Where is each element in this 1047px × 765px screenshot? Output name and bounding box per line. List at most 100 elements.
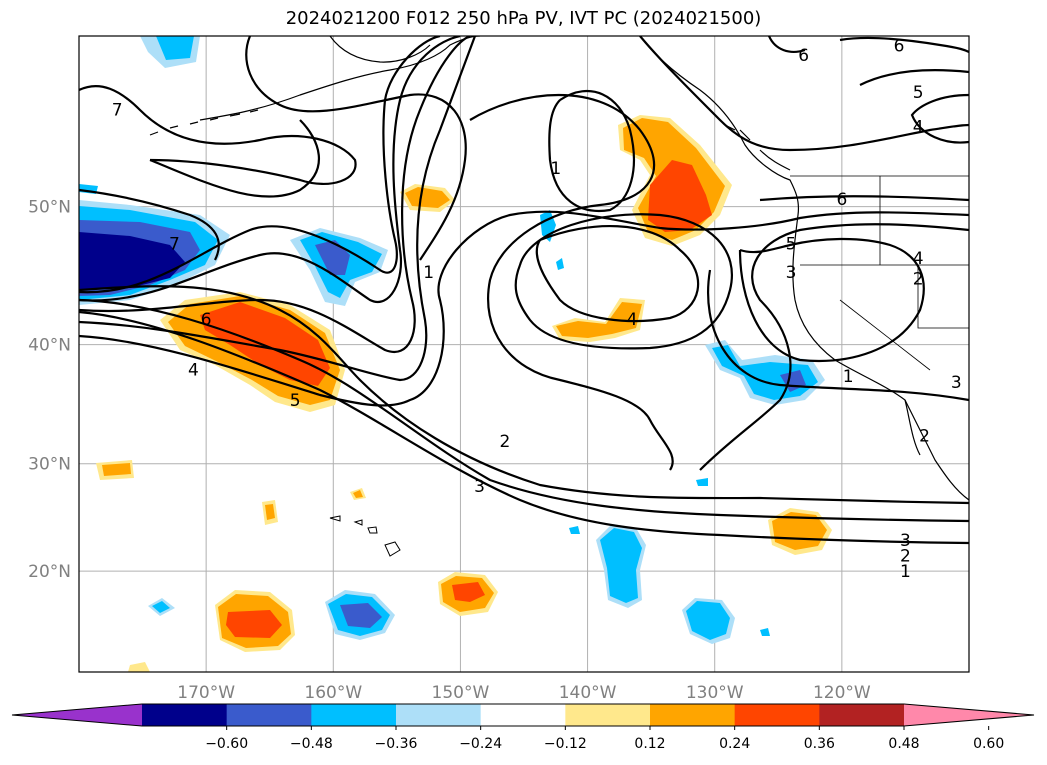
pv-contour-line	[79, 188, 220, 261]
lon-tick-label: 170°W	[177, 683, 235, 703]
lat-tick-label: 20°N	[28, 562, 71, 582]
anomaly-negative-fill	[156, 36, 194, 60]
colorbar-segment	[396, 704, 482, 726]
pv-contour-line	[245, 36, 467, 261]
contour-label: 7	[112, 100, 123, 120]
pv-contour-line	[79, 36, 461, 303]
alaska-coastline	[199, 36, 481, 121]
colorbar-extend-min	[12, 704, 142, 726]
colorbar-label: 0.24	[719, 736, 750, 752]
contour-label: 5	[786, 235, 797, 255]
pv-contour-line	[910, 93, 969, 144]
contour-label: 2	[919, 426, 930, 446]
contour-label: 4	[913, 118, 924, 138]
pv-contour-line	[859, 69, 969, 86]
colorbar-label: −0.48	[290, 736, 333, 752]
map-title: 2024021200 F012 250 hPa PV, IVT PC (2024…	[285, 8, 762, 29]
hawaii-island	[353, 519, 363, 526]
anomaly-negative-fill	[315, 240, 350, 275]
anomaly-negative-fill	[686, 601, 730, 640]
contour-label: 2	[913, 270, 924, 290]
anomaly-fills	[79, 36, 832, 672]
colorbar-label: 0.48	[888, 736, 919, 752]
anomaly-positive-fill	[265, 504, 275, 520]
contour-label: 2	[500, 432, 511, 452]
canada-islands	[724, 124, 791, 171]
pv-contour-line	[759, 195, 969, 202]
colorbar: −0.60 −0.48 −0.36 −0.24 −0.12 0.12 0.24 0.36 0.4…	[11, 703, 1035, 752]
anomaly-negative-fill	[600, 528, 642, 603]
lon-tick-label: 160°W	[304, 683, 362, 703]
alaska-coastline	[329, 36, 431, 63]
map-frame	[78, 35, 970, 673]
hawaii-island	[384, 541, 401, 557]
contour-label: 5	[913, 83, 924, 103]
colorbar-segment	[480, 704, 566, 726]
anomaly-positive-fill	[556, 302, 642, 338]
lat-tick-label: 50°N	[28, 198, 71, 218]
pv-contour-line	[639, 36, 969, 152]
contour-label: 6	[894, 37, 905, 57]
colorbar-label: −0.24	[459, 736, 502, 752]
anomaly-negative-fill	[569, 526, 580, 534]
contour-label: 3	[900, 531, 911, 551]
contour-label: 3	[786, 263, 797, 283]
anomaly-negative-fill	[152, 601, 170, 613]
pv-contour-line	[79, 36, 471, 353]
contour-label: 2	[900, 547, 911, 567]
colorbar-label: −0.60	[205, 736, 248, 752]
aleutian-islands	[149, 109, 259, 136]
lon-tick-label: 140°W	[559, 683, 617, 703]
anomaly-positive-fill	[353, 490, 363, 498]
anomaly-positive-fill	[452, 582, 485, 602]
lon-tick-label: 120°W	[813, 683, 871, 703]
pv-contour-line	[738, 237, 925, 362]
pv-contour-line	[79, 85, 357, 185]
colorbar-segment	[650, 704, 736, 726]
contour-label: 5	[290, 391, 301, 411]
pv-contour-line	[149, 119, 320, 198]
contour-label: 4	[627, 310, 638, 330]
anomaly-negative-fill	[340, 603, 382, 628]
pv-contour-line	[548, 90, 635, 212]
na-west-coastline	[639, 36, 969, 501]
pv-contours	[79, 36, 969, 545]
anomaly-positive-fill	[405, 187, 450, 208]
contour-label: 4	[913, 249, 924, 269]
colorbar-outline	[11, 703, 1035, 727]
lon-tick-label: 150°W	[432, 683, 490, 703]
contour-label: 1	[843, 367, 854, 387]
colorbar-label: 0.60	[973, 736, 1004, 752]
latitude-labels: 50°N 40°N 30°N 20°N	[28, 198, 71, 583]
pv-contour-line	[469, 94, 674, 471]
longitude-labels: 170°W 160°W 150°W 140°W 130°W 120°W	[177, 683, 871, 703]
contour-label: 3	[951, 373, 962, 393]
contour-label: 1	[900, 562, 911, 582]
colorbar-segment	[734, 704, 820, 726]
pv-contour-line	[699, 223, 969, 471]
colorbar-segment	[142, 704, 228, 726]
pv-contour-line	[839, 36, 969, 53]
pv-contour-line	[707, 269, 969, 402]
anomaly-negative-fill	[760, 628, 770, 636]
colorbar-segment	[819, 704, 905, 726]
hawaii-islands	[329, 515, 401, 557]
hawaii-island	[329, 515, 341, 522]
pv-contour-line	[767, 36, 806, 53]
anomaly-negative-fill	[556, 258, 564, 270]
contour-label: 4	[188, 361, 199, 381]
coastlines	[149, 36, 969, 501]
baja-coastline	[904, 399, 921, 456]
pv-contour-line	[79, 310, 969, 545]
anomaly-positive-fill	[200, 302, 330, 386]
colorbar-label: 0.36	[804, 736, 835, 752]
contour-label: 3	[474, 477, 485, 497]
lon-tick-label: 130°W	[686, 683, 744, 703]
colorbar-segment	[311, 704, 397, 726]
colorbar-extend-max	[904, 704, 1034, 726]
colorbar-label: −0.36	[375, 736, 418, 752]
anomaly-positive-fill	[128, 662, 150, 672]
colorbar-segment	[226, 704, 312, 726]
pv-contour-line	[79, 298, 969, 523]
